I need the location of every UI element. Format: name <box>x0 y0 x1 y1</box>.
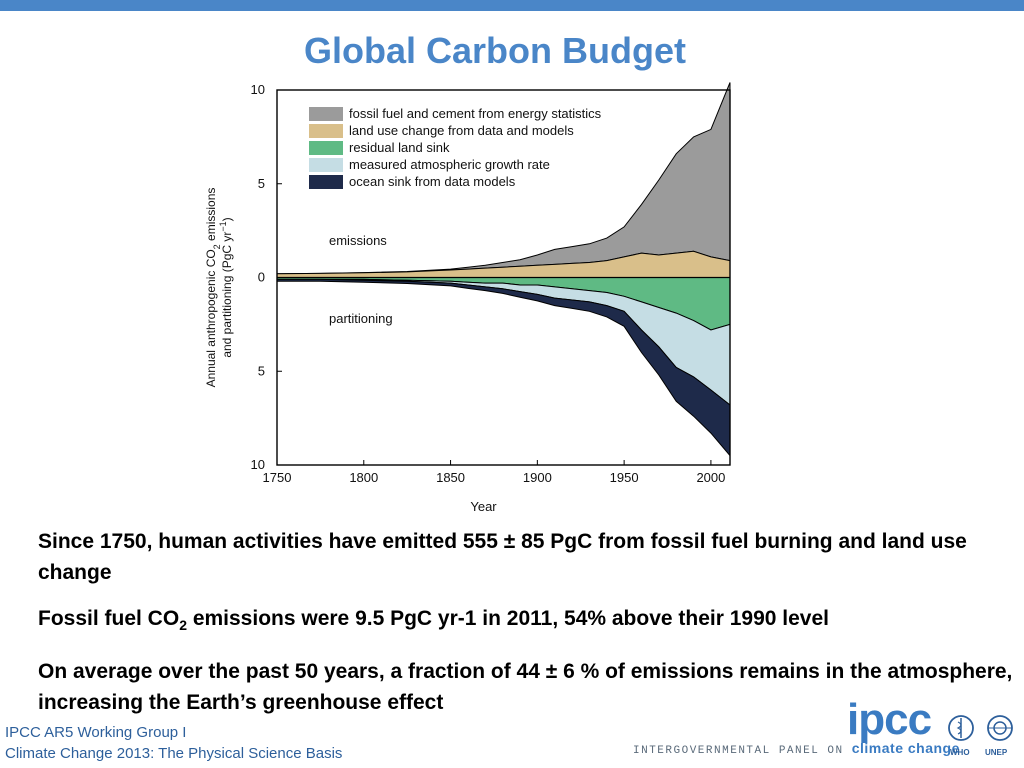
legend-label: fossil fuel and cement from energy stati… <box>349 106 602 121</box>
y-tick-label: 0 <box>258 270 265 285</box>
unep-logo-icon <box>987 715 1013 741</box>
annotation-emissions: emissions <box>329 233 387 248</box>
legend-swatch <box>309 141 343 155</box>
legend-swatch <box>309 107 343 121</box>
x-tick-label: 1850 <box>436 470 465 485</box>
legend-label: measured atmospheric growth rate <box>349 157 550 172</box>
bullet-fossil-post: emissions were 9.5 PgC yr-1 in 2011, 54%… <box>186 607 830 630</box>
footer-line-1: IPCC AR5 Working Group I <box>5 724 187 741</box>
who-label: WHO <box>950 748 970 757</box>
ipcc-logo: ipcc <box>847 695 932 744</box>
top-accent-bar <box>0 0 1024 11</box>
annotation-partitioning: partitioning <box>329 311 393 326</box>
chart-frame <box>276 89 731 466</box>
legend-label: residual land sink <box>349 140 450 155</box>
y-axis-label-line2: and partitioning (PgC yr−1) <box>218 217 234 357</box>
x-tick-label: 2000 <box>696 470 725 485</box>
y-tick-label: 10 <box>251 457 265 472</box>
y-tick-label: 5 <box>258 176 265 191</box>
legend-swatch <box>309 175 343 189</box>
bullet-fossil-sub: 2 <box>179 617 187 634</box>
chart-legend: fossil fuel and cement from energy stati… <box>309 106 602 189</box>
legend-swatch <box>309 124 343 138</box>
y-tick-label: 5 <box>258 363 265 378</box>
footer-credit: IPCC AR5 Working Group I Climate Change … <box>5 722 342 764</box>
x-tick-label: 1750 <box>263 470 292 485</box>
carbon-budget-chart: 1750 1800 1850 1900 1950 2000 10 5 0 5 10 fossil f… <box>204 82 731 514</box>
x-axis-label: Year <box>470 499 497 514</box>
bullet-airborne-fraction: On average over the past 50 years, a fra… <box>38 660 1013 715</box>
bullet-fossil-emissions: Fossil fuel CO2 emissions were 9.5 PgC y… <box>38 603 1013 641</box>
y-axis-label-line1: Annual anthropogenic CO2 emissions <box>204 188 222 388</box>
who-logo-icon <box>948 715 974 741</box>
footer-line-2: Climate Change 2013: The Physical Scienc… <box>5 745 343 762</box>
unep-label: UNEP <box>985 748 1008 757</box>
tagline-climate-change: climate change <box>851 740 960 756</box>
legend-swatch <box>309 158 343 172</box>
x-tick-label: 1800 <box>349 470 378 485</box>
chart-ticks: 1750 1800 1850 1900 1950 2000 10 5 0 5 10 <box>251 82 726 485</box>
y-axis-label: Annual anthropogenic CO2 emissions and p… <box>204 188 234 388</box>
bullet-emitted-total: Since 1750, human activities have emitte… <box>38 530 967 584</box>
legend-label: ocean sink from data models <box>349 174 516 189</box>
bullet-list: Since 1750, human activities have emitte… <box>38 526 1013 733</box>
page-title: Global Carbon Budget <box>304 30 686 71</box>
ipcc-tagline: INTERGOVERNMENTAL PANEL ON climate chang… <box>633 740 960 757</box>
tagline-prefix: INTERGOVERNMENTAL PANEL ON <box>633 745 852 757</box>
chart-areas <box>276 82 731 457</box>
bullet-fossil-pre: Fossil fuel CO <box>38 607 180 630</box>
x-tick-label: 1900 <box>523 470 552 485</box>
x-tick-label: 1950 <box>610 470 639 485</box>
y-tick-label: 10 <box>251 82 265 97</box>
legend-label: land use change from data and models <box>349 123 574 138</box>
